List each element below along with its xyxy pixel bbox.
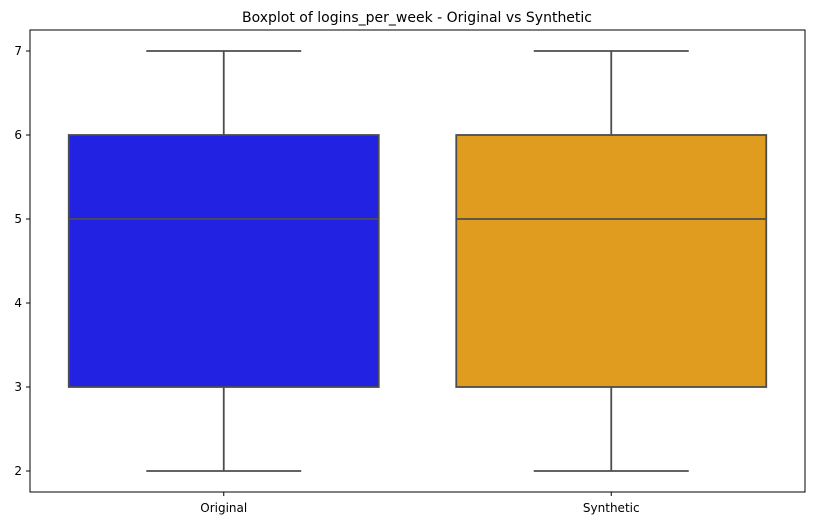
chart-title: Boxplot of logins_per_week - Original vs… [242, 10, 592, 26]
x-tick-label-original: Original [200, 501, 247, 515]
y-tick-label: 2 [14, 464, 22, 478]
plot-frame [29, 29, 806, 493]
synthetic-box [455, 134, 768, 388]
y-tick-label: 3 [14, 380, 22, 394]
original-box [67, 134, 380, 388]
x-tick-label-synthetic: Synthetic [583, 501, 640, 515]
plot-area: 2 3 4 5 6 7 Original Synthetic [14, 29, 806, 515]
y-tick-label: 6 [14, 128, 22, 142]
y-tick-label: 5 [14, 212, 22, 226]
y-tick-label: 7 [14, 44, 22, 58]
y-tick-label: 4 [14, 296, 22, 310]
